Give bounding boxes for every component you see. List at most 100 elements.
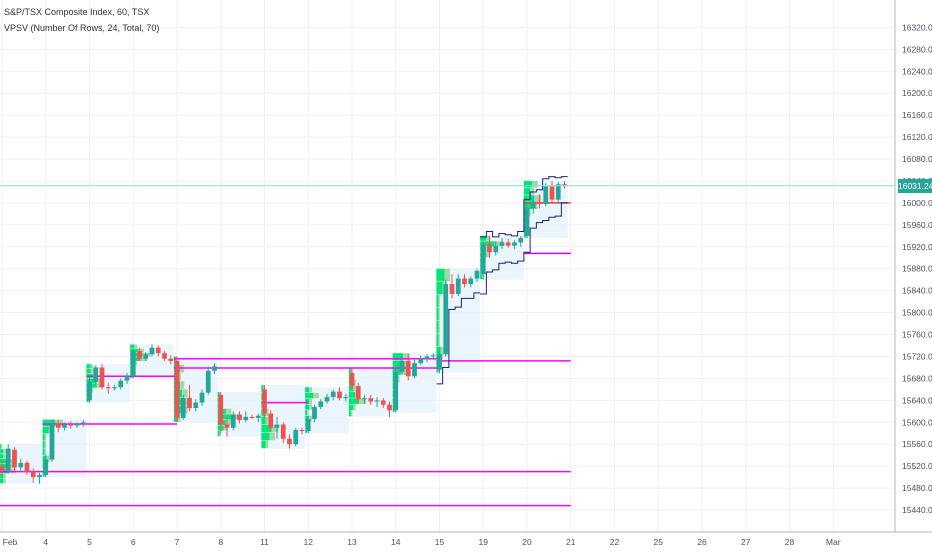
price-tick-label: 15840.00 xyxy=(902,286,932,296)
volume-bar-up xyxy=(348,410,351,417)
volume-bar-up xyxy=(42,448,45,456)
volume-bar-up xyxy=(480,235,487,241)
volume-bar-up xyxy=(436,346,441,360)
date-tick-label: 4 xyxy=(43,537,48,547)
candle xyxy=(199,392,205,403)
volume-bar-up xyxy=(523,180,533,188)
volume-bar-down xyxy=(182,389,188,398)
candle xyxy=(280,424,286,439)
volume-bar-up xyxy=(348,404,353,411)
candle xyxy=(493,245,499,253)
candle xyxy=(243,416,249,421)
volume-bar-up xyxy=(480,274,483,280)
volume-bar-up xyxy=(305,410,308,416)
volume-bar-down xyxy=(138,348,144,353)
candle xyxy=(212,366,217,371)
volume-bar-up xyxy=(523,188,531,195)
price-tick-label: 16000.00 xyxy=(902,198,932,208)
candle xyxy=(368,398,374,402)
volume-bar-down xyxy=(3,449,6,454)
candle xyxy=(524,208,530,236)
volume-bar-down xyxy=(438,294,440,308)
volume-bar-down xyxy=(3,454,6,459)
candle xyxy=(474,270,480,279)
date-tick-label: 25 xyxy=(654,537,664,547)
date-tick-label: 26 xyxy=(697,537,707,547)
volume-bar-up xyxy=(348,385,353,392)
volume-bar-down xyxy=(309,416,312,422)
candle xyxy=(499,242,505,246)
candle xyxy=(249,416,255,418)
value-area-high-line xyxy=(480,176,568,238)
candle xyxy=(162,353,167,359)
volume-bar-up xyxy=(392,368,401,375)
volume-bar-up xyxy=(436,281,443,295)
price-tick-label: 15680.00 xyxy=(902,373,932,383)
candle xyxy=(143,354,149,359)
volume-bar-down xyxy=(3,478,6,484)
candle xyxy=(24,462,30,472)
candle xyxy=(93,367,99,382)
candle xyxy=(74,423,80,426)
candle xyxy=(562,184,567,186)
date-tick-label: Feb xyxy=(3,537,18,547)
candle xyxy=(343,397,349,399)
volume-bar-down xyxy=(90,364,94,369)
candle xyxy=(337,391,342,399)
volume-bar-up xyxy=(86,368,91,374)
candle xyxy=(287,438,292,445)
volume-bar-down xyxy=(90,368,94,374)
candle xyxy=(80,422,86,424)
volume-bar-down xyxy=(494,241,505,247)
volume-bar-up xyxy=(348,398,360,404)
candle xyxy=(180,398,186,418)
candle xyxy=(555,184,561,200)
candle xyxy=(399,360,405,372)
price-tick-label: 16320.00 xyxy=(902,22,932,32)
volume-bar-up xyxy=(0,449,3,454)
candle xyxy=(543,186,549,205)
candle xyxy=(518,238,524,243)
last-price-badge: 16031.24 xyxy=(898,178,932,193)
price-tick-label: 16160.00 xyxy=(902,110,932,120)
candle xyxy=(530,201,536,209)
volume-bar-down xyxy=(265,440,269,449)
price-tick-label: 15560.00 xyxy=(902,439,932,449)
candle xyxy=(305,419,311,432)
volume-bar-down xyxy=(440,346,444,360)
candle xyxy=(30,471,36,478)
date-tick-label: 11 xyxy=(260,537,269,547)
candle xyxy=(218,394,224,425)
volume-bar-down xyxy=(309,387,312,393)
candle xyxy=(68,424,74,426)
volume-bar-up xyxy=(217,431,220,437)
value-area-low-line xyxy=(436,292,481,385)
candle xyxy=(255,415,261,418)
volume-bar-up xyxy=(42,419,55,427)
candle xyxy=(87,381,92,401)
volume-bar-down xyxy=(44,448,47,456)
volume-bar-up xyxy=(130,352,143,357)
date-tick-label: 5 xyxy=(87,537,92,547)
date-tick-label: 22 xyxy=(610,537,620,547)
volume-bar-down xyxy=(46,455,50,463)
volume-bar-down xyxy=(444,268,451,282)
price-tick-label: 15880.00 xyxy=(902,264,932,274)
volume-bar-down xyxy=(225,419,232,425)
volume-bar-up xyxy=(173,356,176,365)
volume-bar-up xyxy=(0,478,3,484)
volume-bar-up xyxy=(0,473,3,479)
date-tick-label: 19 xyxy=(479,537,489,547)
volume-bar-up xyxy=(436,333,439,347)
candle xyxy=(355,386,361,400)
volume-bar-down xyxy=(134,344,137,349)
volume-bar-down xyxy=(402,353,410,361)
candle xyxy=(405,360,411,377)
date-tick-label: 27 xyxy=(741,537,751,547)
volume-bar-up xyxy=(0,444,1,449)
price-tick-label: 15960.00 xyxy=(902,220,932,230)
candle xyxy=(112,387,117,389)
volume-bar-up xyxy=(42,455,47,463)
